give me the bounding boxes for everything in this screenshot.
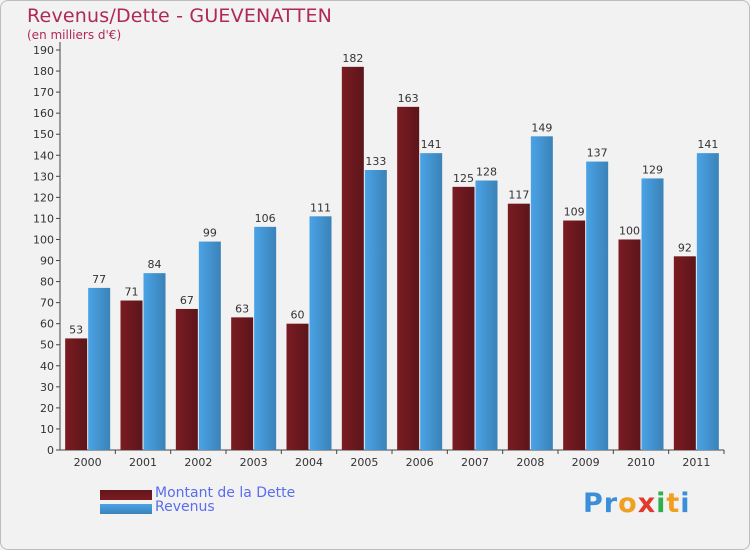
bar-dette	[618, 239, 641, 450]
chart-title: Revenus/Dette - GUEVENATTEN	[27, 5, 333, 27]
data-label: 100	[619, 224, 640, 237]
y-tick-label: 30	[40, 381, 54, 394]
bar-dette	[452, 186, 475, 450]
x-tick-label: 2007	[461, 456, 489, 469]
x-tick-label: 2008	[516, 456, 544, 469]
bar-dette	[397, 106, 420, 450]
data-label: 77	[92, 273, 106, 286]
y-tick-label: 120	[33, 191, 54, 204]
data-label: 60	[291, 309, 305, 322]
bar-revenus	[475, 180, 498, 451]
x-tick-label: 2003	[240, 456, 268, 469]
data-label: 67	[180, 294, 194, 307]
logo-letter: i	[680, 488, 691, 519]
legend-label-revenus: Revenus	[155, 499, 215, 515]
bar-revenus	[198, 241, 221, 450]
data-label: 149	[531, 121, 552, 134]
y-tick-label: 110	[33, 212, 54, 225]
data-label: 63	[235, 302, 249, 315]
data-label: 99	[203, 227, 217, 240]
logo-letter: i	[656, 488, 667, 519]
data-label: 109	[564, 206, 585, 219]
data-label: 117	[508, 189, 529, 202]
x-tick-label: 2001	[129, 456, 157, 469]
logo-letter: P	[583, 488, 604, 519]
y-tick-label: 70	[40, 297, 54, 310]
data-label: 133	[365, 155, 386, 168]
data-label: 141	[421, 138, 442, 151]
data-label: 125	[453, 172, 474, 185]
data-label: 182	[342, 52, 363, 65]
bar-dette	[341, 66, 364, 450]
y-tick-label: 20	[40, 402, 54, 415]
bar-revenus	[143, 273, 166, 450]
legend-swatch-revenus	[100, 504, 152, 514]
bar-revenus	[254, 226, 277, 450]
y-tick-label: 160	[33, 107, 54, 120]
y-tick-label: 10	[40, 423, 54, 436]
bar-revenus	[420, 153, 443, 450]
logo-letter: r	[603, 488, 619, 519]
x-tick-label: 2002	[184, 456, 212, 469]
y-tick-label: 150	[33, 128, 54, 141]
data-label: 106	[255, 212, 276, 225]
y-tick-label: 140	[33, 149, 54, 162]
bar-revenus	[530, 136, 553, 450]
y-tick-label: 170	[33, 86, 54, 99]
legend-swatch-dette	[100, 490, 152, 500]
bar-dette	[507, 203, 530, 450]
legend-label-dette: Montant de la Dette	[155, 485, 296, 501]
y-tick-label: 60	[40, 318, 54, 331]
bar-revenus	[364, 170, 387, 450]
y-tick-label: 190	[33, 44, 54, 57]
data-label: 128	[476, 166, 497, 179]
chart-subtitle: (en milliers d'€)	[27, 28, 122, 42]
data-label: 163	[398, 92, 419, 105]
bar-revenus	[696, 153, 719, 450]
y-tick-label: 50	[40, 339, 54, 352]
bar-revenus	[586, 161, 609, 450]
y-tick-label: 130	[33, 170, 54, 183]
data-label: 92	[678, 241, 692, 254]
y-tick-label: 100	[33, 233, 54, 246]
data-label: 84	[148, 258, 162, 271]
data-label: 141	[697, 138, 718, 151]
bar-dette	[120, 300, 143, 450]
data-label: 111	[310, 201, 331, 214]
bar-dette	[65, 338, 88, 450]
x-tick-label: 2004	[295, 456, 323, 469]
proxiti-logo: Proxiti	[583, 488, 691, 519]
x-tick-label: 2010	[627, 456, 655, 469]
bar-dette	[673, 256, 696, 450]
y-tick-label: 80	[40, 276, 54, 289]
x-tick-label: 2006	[406, 456, 434, 469]
x-tick-label: 2011	[682, 456, 710, 469]
bar-dette	[563, 220, 586, 450]
logo-letter: t	[666, 488, 681, 519]
y-tick-label: 0	[47, 444, 54, 457]
bar-revenus	[88, 287, 111, 450]
bar-dette	[231, 317, 254, 450]
bar-revenus	[309, 216, 332, 450]
x-tick-label: 2000	[74, 456, 102, 469]
bar-revenus	[641, 178, 664, 450]
bar-dette	[286, 323, 309, 450]
y-tick-label: 90	[40, 255, 54, 268]
x-tick-label: 2009	[572, 456, 600, 469]
bar-dette	[175, 308, 198, 450]
data-label: 137	[587, 147, 608, 160]
data-label: 129	[642, 163, 663, 176]
y-tick-label: 40	[40, 360, 54, 373]
logo-letter: x	[637, 488, 657, 519]
y-tick-label: 180	[33, 65, 54, 78]
logo-letter: o	[618, 488, 638, 519]
x-tick-label: 2005	[350, 456, 378, 469]
data-label: 71	[125, 286, 139, 299]
data-label: 53	[69, 323, 83, 336]
